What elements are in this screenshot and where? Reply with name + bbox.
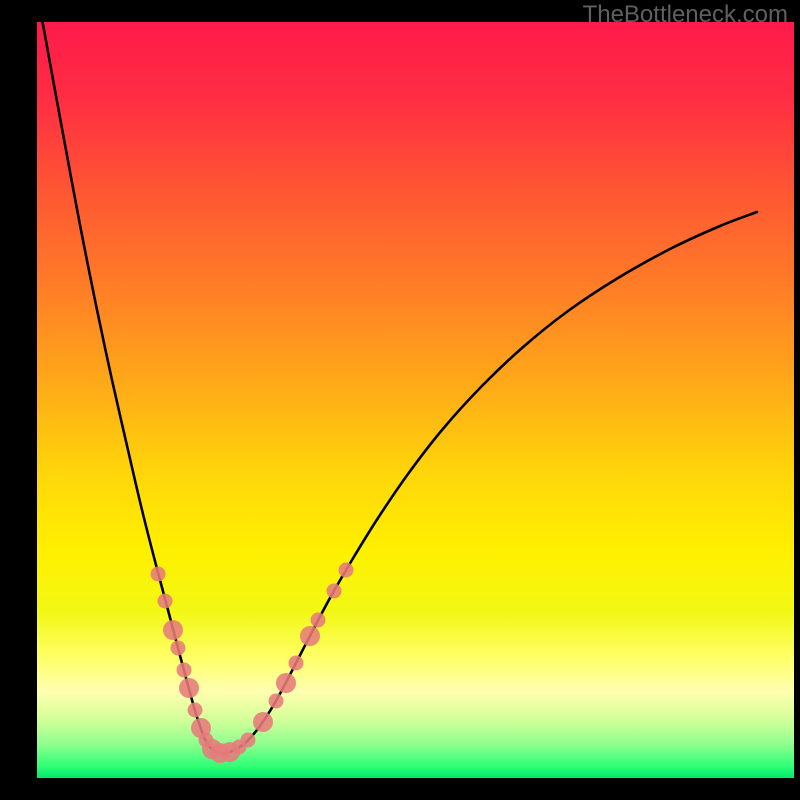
plot-area bbox=[37, 22, 794, 778]
curve-right bbox=[220, 212, 757, 754]
data-marker bbox=[188, 703, 203, 718]
data-marker bbox=[311, 613, 326, 628]
chart-svg bbox=[37, 22, 794, 778]
data-marker bbox=[339, 563, 354, 578]
data-marker bbox=[241, 733, 256, 748]
data-marker bbox=[253, 712, 273, 732]
curve-group bbox=[37, 22, 757, 754]
data-marker bbox=[300, 626, 320, 646]
data-marker bbox=[151, 567, 166, 582]
data-marker bbox=[276, 673, 296, 693]
data-marker bbox=[289, 656, 304, 671]
curve-left bbox=[37, 22, 220, 754]
data-marker bbox=[177, 663, 192, 678]
data-marker bbox=[158, 594, 173, 609]
data-marker bbox=[269, 694, 284, 709]
data-marker bbox=[163, 620, 183, 640]
watermark-text: TheBottleneck.com bbox=[583, 1, 788, 29]
data-marker bbox=[179, 678, 199, 698]
data-marker bbox=[327, 584, 342, 599]
data-marker bbox=[171, 641, 186, 656]
